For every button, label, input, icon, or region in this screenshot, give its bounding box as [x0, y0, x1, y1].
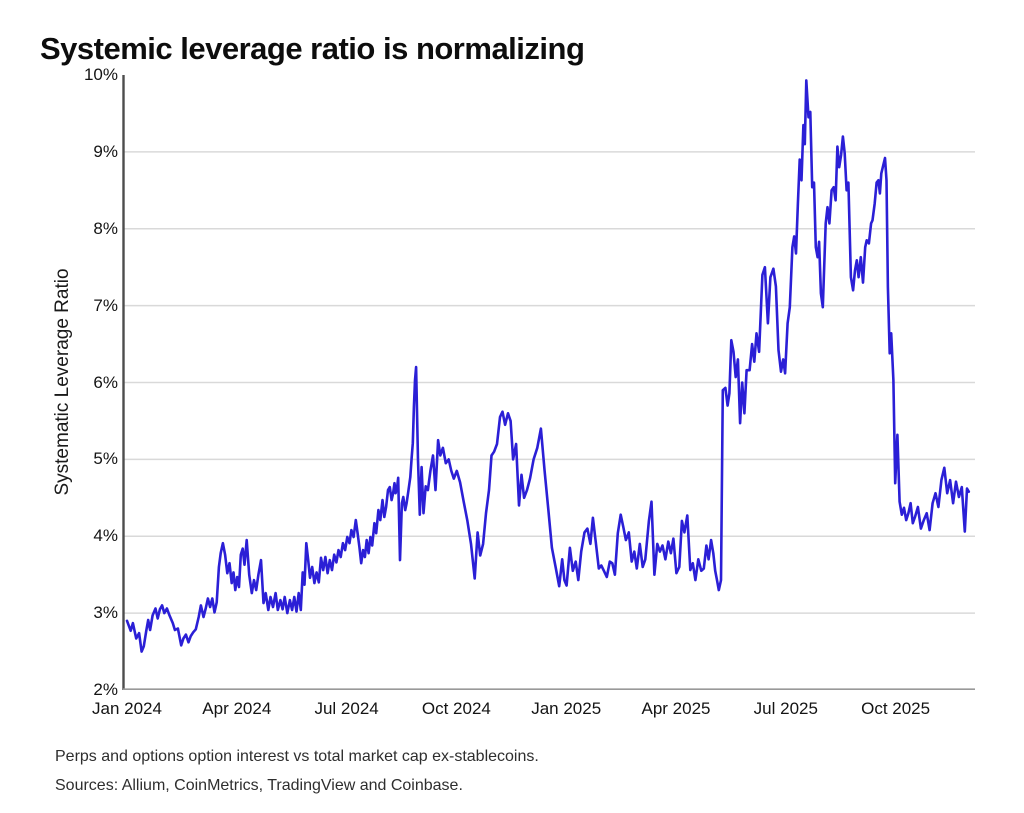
chart-title: Systemic leverage ratio is normalizing	[40, 30, 585, 66]
y-tick-label: 2%	[93, 680, 118, 699]
x-tick-label: Oct 2025	[861, 699, 931, 718]
footnote-description: Perps and options option interest vs tot…	[55, 748, 539, 765]
y-tick-label: 10%	[83, 65, 118, 84]
x-tick-label: Jul 2024	[314, 699, 379, 718]
y-tick-label: 3%	[93, 603, 118, 623]
x-tick-label: Jul 2025	[753, 699, 818, 718]
y-tick-label: 8%	[93, 218, 118, 238]
x-tick-label: Oct 2024	[421, 699, 491, 718]
x-tick-label: Jan 2025	[531, 699, 602, 718]
series-line	[125, 79, 971, 653]
y-tick-label: 9%	[93, 141, 118, 161]
footnote-sources: Sources: Allium, CoinMetrics, TradingVie…	[55, 777, 463, 794]
x-tick-label: Jan 2024	[92, 699, 162, 718]
line-plot	[122, 75, 975, 691]
y-tick-label: 7%	[93, 295, 118, 315]
y-tick-label: 4%	[93, 526, 118, 546]
y-tick-label: 5%	[93, 449, 118, 469]
x-tick-label: Apr 2024	[202, 699, 272, 718]
x-tick-label: Apr 2025	[641, 699, 711, 718]
y-tick-label: 6%	[93, 372, 118, 392]
